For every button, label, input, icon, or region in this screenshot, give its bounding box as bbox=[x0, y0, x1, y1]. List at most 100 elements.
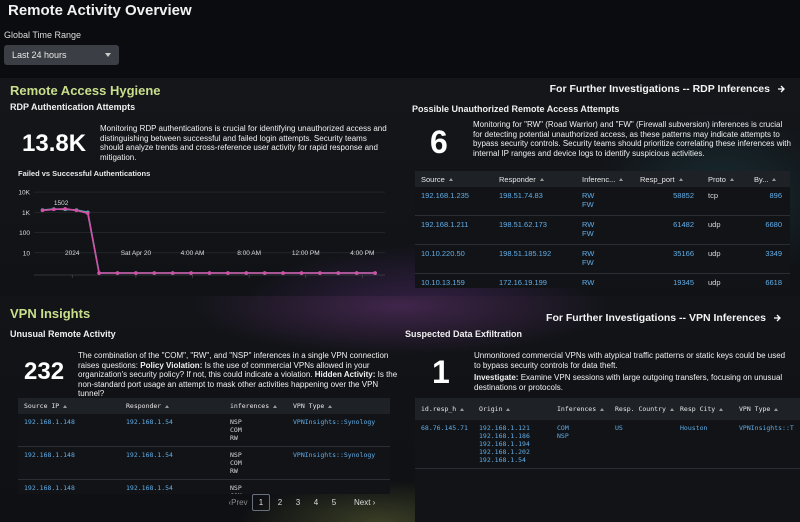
table-row: 192.168.1.235 198.51.74.83 RW FW 58852 tcp 896 bbox=[415, 187, 790, 216]
table-cell: RW bbox=[576, 274, 634, 289]
cell-line[interactable]: 192.168.1.54 bbox=[479, 456, 526, 464]
prev-button[interactable]: ‹Prev bbox=[228, 498, 248, 507]
cell-line[interactable]: FW bbox=[582, 258, 594, 267]
cell-line[interactable]: RW bbox=[582, 191, 595, 200]
data-point bbox=[52, 207, 56, 212]
data-point bbox=[134, 271, 138, 275]
cell-text[interactable]: 192.168.1.148 bbox=[24, 418, 75, 426]
column-header[interactable]: Source IP bbox=[18, 398, 120, 414]
cell-line[interactable]: FW bbox=[582, 200, 594, 209]
table-cell: RW FW bbox=[576, 187, 634, 216]
cell-text[interactable]: 58852 bbox=[673, 191, 694, 200]
cell-line[interactable]: RW bbox=[582, 220, 595, 229]
column-header[interactable]: Proto bbox=[702, 171, 748, 187]
cell-text[interactable]: VPNInsights::Synology bbox=[293, 418, 376, 426]
cell-text[interactable]: 3349 bbox=[765, 249, 782, 258]
cell-text[interactable]: 192.168.1.54 bbox=[126, 418, 173, 426]
panel-description: Monitoring for "RW" (Road Warrior) and "… bbox=[473, 120, 791, 158]
cell-text[interactable]: 10.10.13.159 bbox=[421, 278, 465, 287]
cell-text[interactable]: 19345 bbox=[673, 278, 694, 287]
page-button[interactable]: 2 bbox=[277, 498, 283, 507]
column-header[interactable]: inferences bbox=[224, 398, 287, 414]
cell-text[interactable]: 10.10.220.50 bbox=[421, 249, 465, 258]
y-tick-label: 1K bbox=[22, 210, 31, 217]
cell-line[interactable]: 192.168.1.202 bbox=[479, 448, 530, 456]
cell-text[interactable]: VPNInsights::Synology bbox=[293, 451, 376, 459]
cell-text[interactable]: US bbox=[615, 424, 623, 432]
page-button[interactable]: 4 bbox=[313, 498, 319, 507]
column-header[interactable]: VPN Type bbox=[733, 398, 800, 420]
cell-line[interactable]: COM bbox=[557, 424, 569, 432]
cell-text[interactable]: 192.168.1.148 bbox=[24, 451, 75, 459]
cell-text[interactable]: 192.168.1.54 bbox=[126, 484, 173, 492]
link-text[interactable]: For Further Investigations -- VPN Infere… bbox=[546, 312, 766, 324]
cell-text[interactable]: 198.51.74.83 bbox=[499, 191, 543, 200]
next-button[interactable]: Next › bbox=[354, 498, 376, 507]
panel-title: Suspected Data Exfiltration bbox=[405, 329, 523, 339]
cell-text[interactable]: 61482 bbox=[673, 220, 694, 229]
cell-line[interactable]: RW bbox=[582, 249, 595, 258]
stat-value: 13.8K bbox=[22, 130, 87, 157]
desc-text: The combination of the "COM", "RW", and … bbox=[78, 351, 389, 370]
cell-text[interactable]: 68.76.145.71 bbox=[421, 424, 468, 432]
column-header[interactable]: Resp_port bbox=[634, 171, 702, 187]
cell-text[interactable]: 35166 bbox=[673, 249, 694, 258]
cell-text[interactable]: 192.168.1.235 bbox=[421, 191, 469, 200]
cell-text[interactable]: 192.168.1.211 bbox=[421, 220, 469, 229]
desc-text: Is the use of commercial VPNs allowed in… bbox=[78, 360, 370, 380]
investigation-link[interactable]: For Further Investigations -- VPN Infere… bbox=[546, 312, 782, 324]
cell-line[interactable]: 192.168.1.121 bbox=[479, 424, 530, 432]
cell-text[interactable]: 192.168.1.54 bbox=[126, 451, 173, 459]
data-label: 1502 bbox=[54, 200, 69, 207]
cell-line[interactable]: 192.168.1.186 bbox=[479, 432, 530, 440]
table-cell: 192.168.1.211 bbox=[415, 216, 493, 245]
data-point bbox=[170, 271, 175, 275]
cell-text[interactable]: 6680 bbox=[765, 220, 782, 229]
cell-line[interactable]: NSP bbox=[557, 432, 569, 440]
table-cell: tcp bbox=[702, 187, 748, 216]
investigation-link[interactable]: For Further Investigations -- RDP Infere… bbox=[550, 83, 786, 95]
time-range-dropdown[interactable]: Last 24 hours bbox=[4, 45, 119, 65]
column-header[interactable]: VPN Type bbox=[287, 398, 390, 414]
page-button[interactable]: 3 bbox=[295, 498, 301, 507]
link-text[interactable]: For Further Investigations -- RDP Infere… bbox=[549, 83, 770, 95]
column-header[interactable]: Inferenc... bbox=[576, 171, 634, 187]
cell-text[interactable]: Houston bbox=[680, 424, 708, 432]
table-container: Source IP Responder inferences VPN Type 192.… bbox=[18, 398, 390, 494]
cell-text[interactable]: VPNInsights::T bbox=[739, 424, 794, 432]
cell-line[interactable]: 192.168.1.194 bbox=[479, 440, 530, 448]
cell-text[interactable]: 896 bbox=[769, 191, 782, 200]
cell-text: udp bbox=[708, 278, 721, 287]
line-chart: 10K 1K 100 10 2024 Sat Apr 20 4:00 AM 8:00 AM 12… bbox=[18, 190, 385, 278]
table-cell: 198.51.62.173 bbox=[493, 216, 576, 245]
cell-text[interactable]: 198.51.62.173 bbox=[499, 220, 547, 229]
cell-text: udp bbox=[708, 220, 721, 229]
page-button[interactable]: 1 bbox=[252, 494, 270, 511]
data-point bbox=[97, 271, 101, 275]
cell-text[interactable]: 6618 bbox=[765, 278, 782, 287]
stat-value: 6 bbox=[430, 124, 448, 160]
cell-line[interactable]: FW bbox=[582, 229, 594, 238]
cell-line: COM bbox=[230, 459, 242, 467]
chart-title: Failed vs Successful Authentications bbox=[18, 169, 151, 178]
data-table: id.resp_h Origin Inferences Resp. Country Re… bbox=[415, 398, 800, 469]
table-cell: RW FW bbox=[576, 245, 634, 274]
cell-text[interactable]: 192.168.1.148 bbox=[24, 484, 75, 492]
x-tick-label: 4:00 PM bbox=[350, 250, 374, 257]
column-header[interactable]: By... bbox=[748, 171, 790, 187]
page-button[interactable]: 5 bbox=[331, 498, 337, 507]
column-header[interactable]: Origin bbox=[473, 398, 551, 420]
table-cell: 896 bbox=[748, 187, 790, 216]
cell-text[interactable]: 172.16.19.199 bbox=[499, 278, 547, 287]
column-header[interactable]: Resp. Country bbox=[609, 398, 674, 420]
column-header[interactable]: id.resp_h bbox=[415, 398, 473, 420]
column-header[interactable]: Responder bbox=[493, 171, 576, 187]
column-header[interactable]: Source bbox=[415, 171, 493, 187]
section-title: Remote Access Hygiene bbox=[10, 83, 161, 98]
column-header[interactable]: Resp City bbox=[674, 398, 733, 420]
cell-text[interactable]: 198.51.185.192 bbox=[499, 249, 552, 258]
header-row: id.resp_h Origin Inferences Resp. Country Re… bbox=[415, 398, 800, 420]
column-header[interactable]: Responder bbox=[120, 398, 224, 414]
cell-line[interactable]: RW bbox=[582, 278, 595, 287]
column-header[interactable]: Inferences bbox=[551, 398, 609, 420]
